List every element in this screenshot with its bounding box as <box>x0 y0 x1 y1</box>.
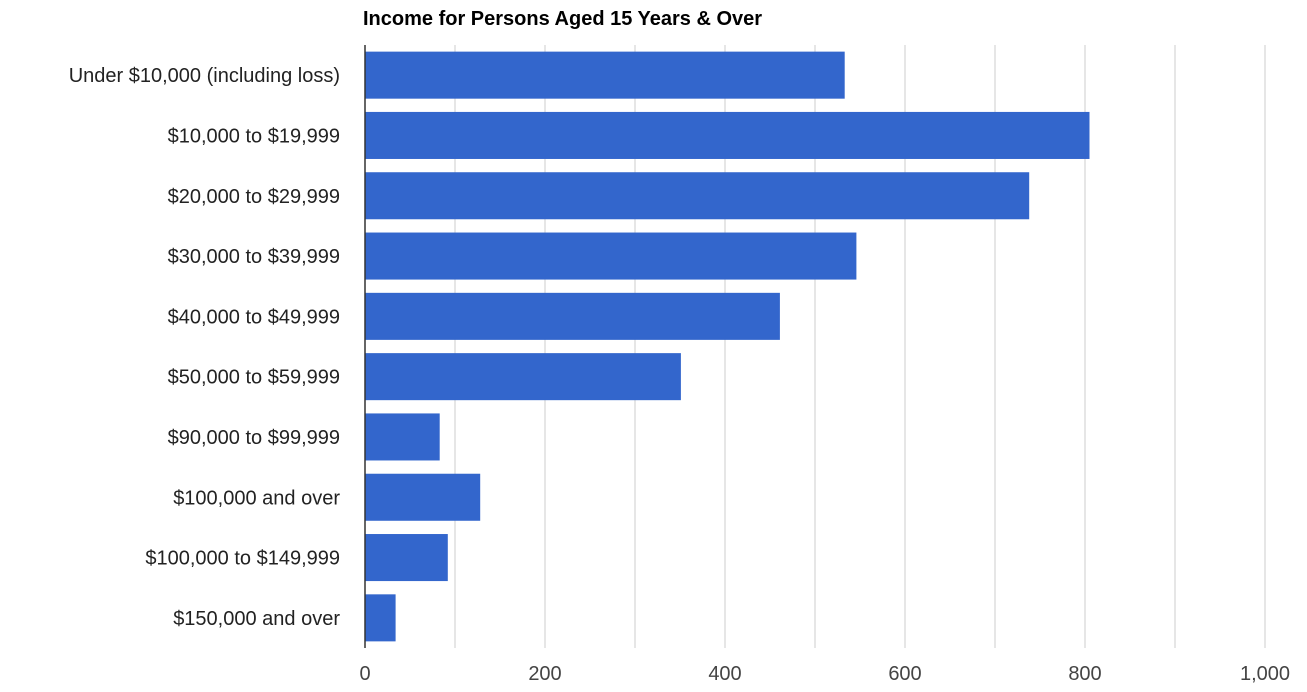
x-tick-label: 200 <box>528 663 561 685</box>
category-label: $10,000 to $19,999 <box>168 125 340 147</box>
bar <box>365 473 481 521</box>
x-tick-labels: 0 200 400 600 800 1,000 <box>359 663 1290 685</box>
bar <box>365 111 1090 159</box>
category-label: $30,000 to $39,999 <box>168 246 340 268</box>
bar <box>365 534 448 582</box>
bars <box>365 51 1090 642</box>
x-tick-label: 1,000 <box>1240 663 1290 685</box>
bar <box>365 232 857 280</box>
category-label: $20,000 to $29,999 <box>168 186 340 208</box>
x-tick-label: 600 <box>888 663 921 685</box>
chart-title: Income for Persons Aged 15 Years & Over <box>363 8 762 30</box>
category-label: $100,000 and over <box>173 487 340 509</box>
bar <box>365 51 845 99</box>
x-tick-label: 0 <box>359 663 370 685</box>
category-label: $40,000 to $49,999 <box>168 306 340 328</box>
bar <box>365 353 681 401</box>
category-label: $90,000 to $99,999 <box>168 427 340 449</box>
category-label: Under $10,000 (including loss) <box>69 65 340 87</box>
x-tick-label: 400 <box>708 663 741 685</box>
x-tick-label: 800 <box>1068 663 1101 685</box>
category-labels: Under $10,000 (including loss) $10,000 to… <box>69 65 341 630</box>
bar <box>365 292 780 340</box>
bar <box>365 413 440 461</box>
bar <box>365 594 396 642</box>
bar <box>365 172 1030 220</box>
category-label: $100,000 to $149,999 <box>145 548 340 570</box>
category-label: $50,000 to $59,999 <box>168 367 340 389</box>
category-label: $150,000 and over <box>173 608 340 630</box>
